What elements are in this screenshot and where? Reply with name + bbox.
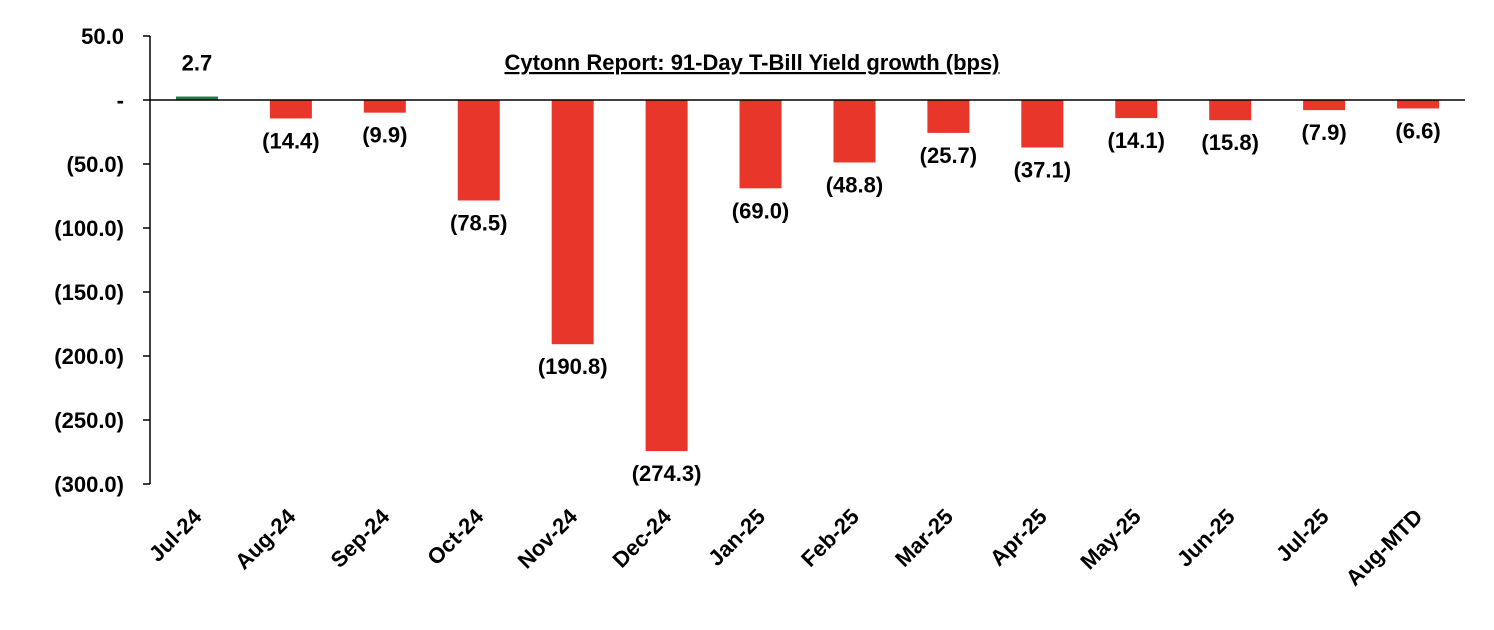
x-tick-label: May-25 xyxy=(1075,504,1145,574)
y-tick-label: (300.0) xyxy=(54,472,124,497)
bar xyxy=(269,100,312,119)
bars-group xyxy=(175,96,1440,452)
x-tick-label: Oct-24 xyxy=(422,503,489,570)
data-label: (9.9) xyxy=(362,123,407,148)
value-labels-group: 2.7 (14.4) (9.9) (78.5) (190.8) (274.3) (69.0)… xyxy=(182,51,1441,487)
x-tick-label: Aug-24 xyxy=(230,503,301,574)
chart-title: Cytonn Report: 91-Day T-Bill Yield growt… xyxy=(504,50,999,75)
x-tick-label: Apr-25 xyxy=(985,504,1052,571)
bar xyxy=(1115,100,1158,119)
bar xyxy=(1397,100,1440,109)
data-label: (14.4) xyxy=(262,128,319,153)
x-tick-label: Jan-25 xyxy=(703,504,770,571)
bar xyxy=(1021,100,1064,148)
x-tick-label: Jul-25 xyxy=(1271,504,1334,567)
bar xyxy=(1303,100,1346,111)
data-label: (37.1) xyxy=(1014,157,1071,182)
y-tick-label: (50.0) xyxy=(67,152,124,177)
x-axis: Jul-24 Aug-24 Sep-24 Oct-24 Nov-24 Dec-24 Jan-… xyxy=(144,99,1465,591)
x-tick-label: Dec-24 xyxy=(607,503,676,572)
y-tick-label: (200.0) xyxy=(54,344,124,369)
data-label: (6.6) xyxy=(1395,118,1440,143)
bar xyxy=(457,100,500,201)
y-tick-label: (150.0) xyxy=(54,280,124,305)
bar xyxy=(363,100,406,113)
data-label: (7.9) xyxy=(1301,120,1346,145)
data-label: (78.5) xyxy=(450,210,507,235)
x-tick-label: Jul-24 xyxy=(144,503,207,566)
x-tick-label: Feb-25 xyxy=(796,504,864,572)
bar xyxy=(927,100,970,133)
x-tick-label: Aug-MTD xyxy=(1341,504,1428,591)
data-label: (14.1) xyxy=(1108,128,1165,153)
x-tick-label: Sep-24 xyxy=(326,503,395,572)
data-label: (15.8) xyxy=(1201,130,1258,155)
bar xyxy=(551,100,594,345)
bar xyxy=(175,96,218,100)
data-label: (190.8) xyxy=(538,354,608,379)
y-axis: 50.0 - (50.0) (100.0) (150.0) (200.0) (250.0) (… xyxy=(54,24,151,497)
bar xyxy=(1209,100,1252,121)
data-label: (274.3) xyxy=(632,461,702,486)
x-tick-label: Mar-25 xyxy=(890,504,958,572)
y-tick-label: (100.0) xyxy=(54,216,124,241)
x-tick-label: Jun-25 xyxy=(1172,504,1240,572)
y-tick-label: (250.0) xyxy=(54,408,124,433)
bar xyxy=(645,100,688,452)
data-label: (25.7) xyxy=(920,143,977,168)
bar xyxy=(833,100,876,163)
bar xyxy=(739,100,782,189)
data-label: (69.0) xyxy=(732,198,789,223)
y-tick-label: - xyxy=(117,88,124,113)
x-tick-label: Nov-24 xyxy=(513,503,583,573)
data-label: 2.7 xyxy=(182,51,213,76)
data-label: (48.8) xyxy=(826,172,883,197)
y-tick-label: 50.0 xyxy=(81,24,124,49)
